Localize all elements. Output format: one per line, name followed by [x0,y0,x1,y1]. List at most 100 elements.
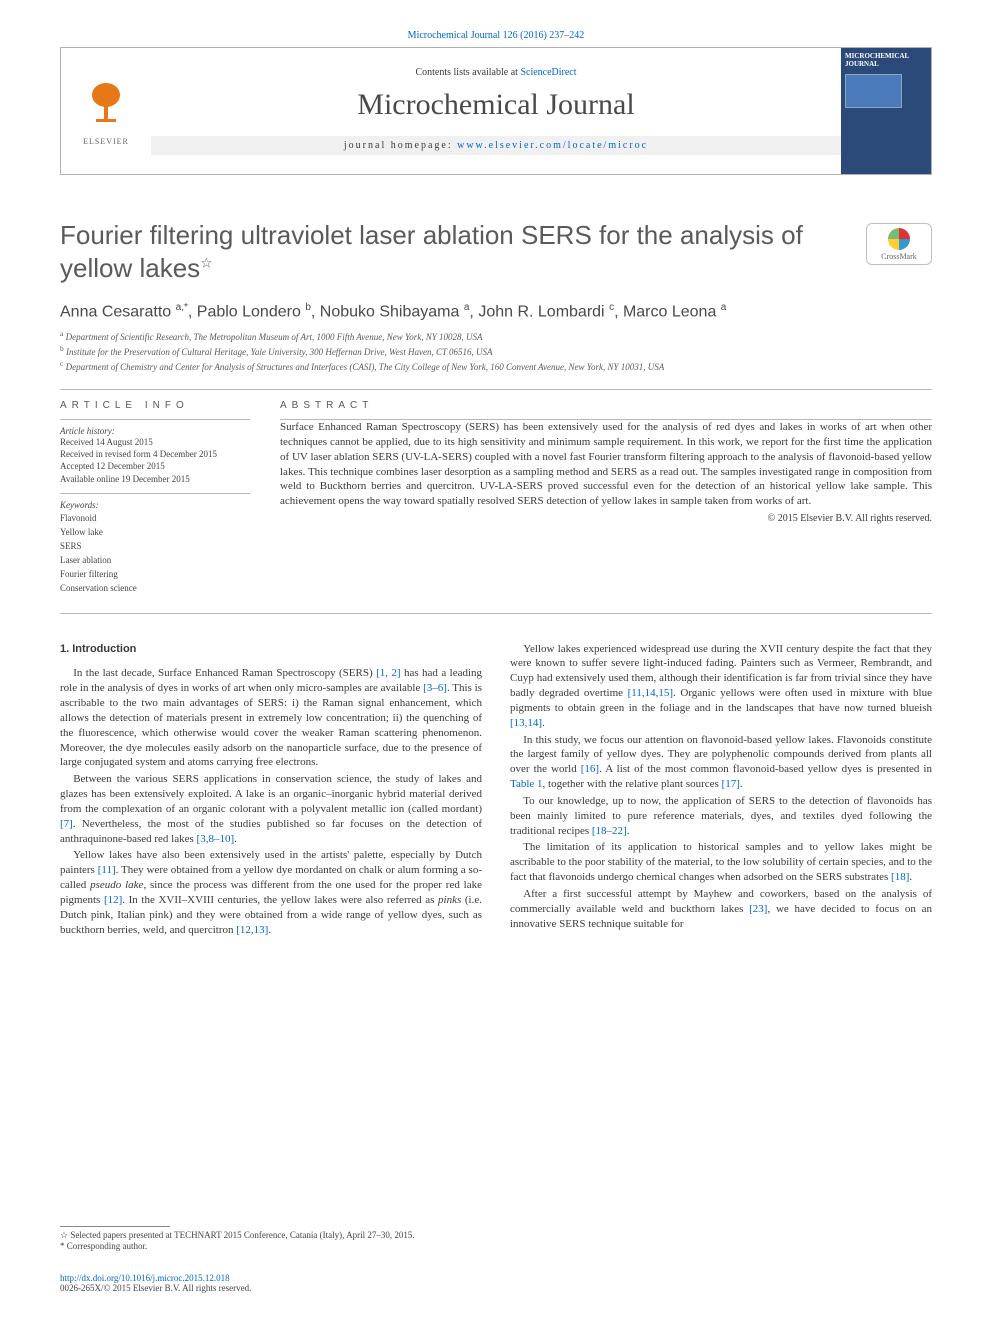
section-1-head: 1. Introduction [60,642,482,657]
contents-prefix: Contents lists available at [415,67,520,78]
affil-a: a Department of Scientific Research, The… [60,329,932,344]
para-3: Yellow lakes have also been extensively … [60,848,482,937]
abstract-head: ABSTRACT [280,400,932,411]
header-center: Contents lists available at ScienceDirec… [151,48,841,174]
affil-c-key: c [60,359,63,368]
kw-1: Yellow lake [60,526,250,538]
ref-23[interactable]: [23] [749,903,767,915]
para-4: Yellow lakes experienced widespread use … [510,642,932,731]
abstract-copyright: © 2015 Elsevier B.V. All rights reserved… [280,513,932,524]
footnote-corr: * Corresponding author. [60,1241,470,1253]
author-3-sup: c [609,302,614,313]
footnote-rule [60,1226,170,1227]
citation-link[interactable]: Microchemical Journal 126 (2016) 237–242 [408,30,585,41]
info-rule-2 [60,493,250,494]
ref-13-14[interactable]: [13,14] [510,717,542,729]
kw-0: Flavonoid [60,512,250,524]
affil-c: c Department of Chemistry and Center for… [60,359,932,374]
ref-1-2[interactable]: [1, 2] [376,667,401,679]
para-1: In the last decade, Surface Enhanced Ram… [60,666,482,770]
author-2: Nobuko Shibayama [320,303,460,320]
footnote-star: ☆ Selected papers presented at TECHNART … [60,1230,470,1242]
para-8: After a first successful attempt by Mayh… [510,887,932,932]
doi-link[interactable]: http://dx.doi.org/10.1016/j.microc.2015.… [60,1273,230,1283]
history-2: Accepted 12 December 2015 [60,460,250,472]
ref-18-22[interactable]: [18–22] [592,825,627,837]
contents-line: Contents lists available at ScienceDirec… [415,67,576,78]
info-rule-1 [60,419,250,420]
ref-12-13[interactable]: [12,13] [236,924,268,936]
cover-art-icon [845,74,902,108]
ref-17[interactable]: [17] [722,778,740,790]
affiliations: a Department of Scientific Research, The… [60,329,932,373]
footnotes: ☆ Selected papers presented at TECHNART … [60,1226,470,1253]
abstract-text: Surface Enhanced Raman Spectroscopy (SER… [280,420,932,509]
para-7: The limitation of its application to his… [510,840,932,885]
footer-ids: http://dx.doi.org/10.1016/j.microc.2015.… [60,1273,251,1293]
homepage-link[interactable]: www.elsevier.com/locate/microc [457,140,648,151]
cover-title: MICROCHEMICAL JOURNAL [845,52,927,68]
ref-7[interactable]: [7] [60,818,73,830]
ref-3-6[interactable]: [3–6] [423,682,447,694]
homepage-line: journal homepage: www.elsevier.com/locat… [151,136,841,155]
history-label: Article history: [60,426,250,436]
pseudo-lake-em: pseudo lake [90,879,143,891]
kw-3: Laser ablation [60,554,250,566]
author-2-sup: a [464,302,470,313]
ref-16[interactable]: [16] [581,763,599,775]
article-title: Fourier filtering ultraviolet laser abla… [60,219,846,284]
ref-11-14-15[interactable]: [11,14,15] [628,687,673,699]
affil-a-text: Department of Scientific Research, The M… [66,332,483,342]
title-text: Fourier filtering ultraviolet laser abla… [60,220,803,283]
affil-c-text: Department of Chemistry and Center for A… [66,362,665,372]
author-3: John R. Lombardi [478,303,604,320]
divider-bottom [60,613,932,614]
ref-12[interactable]: [12] [104,894,122,906]
author-0: Anna Cesaratto [60,303,171,320]
title-footnote-marker: ☆ [200,254,213,270]
crossmark-badge[interactable]: CrossMark [866,223,932,265]
ref-18[interactable]: [18] [891,871,909,883]
article-info-col: ARTICLE INFO Article history: Received 1… [60,400,250,594]
divider-top [60,389,932,390]
article-info-head: ARTICLE INFO [60,400,250,411]
crossmark-label: CrossMark [881,252,917,261]
affil-b-key: b [60,344,64,353]
elsevier-tree-icon [81,77,131,135]
para-6: To our knowledge, up to now, the applica… [510,794,932,839]
crossmark-circle-icon [888,228,910,250]
pinks-em: pinks [438,894,461,906]
author-0-sup: a,* [176,302,188,313]
history-1: Received in revised form 4 December 2015 [60,448,250,460]
journal-cover-thumb: MICROCHEMICAL JOURNAL [841,48,931,174]
affil-a-key: a [60,329,63,338]
body-columns: 1. Introduction In the last decade, Surf… [60,642,932,938]
history-0: Received 14 August 2015 [60,436,250,448]
kw-2: SERS [60,540,250,552]
issn-line: 0026-265X/© 2015 Elsevier B.V. All right… [60,1283,251,1293]
table-1-link[interactable]: Table 1 [510,778,543,790]
author-1: Pablo Londero [197,303,301,320]
journal-header-box: ELSEVIER Contents lists available at Sci… [60,47,932,175]
ref-3-8-10[interactable]: [3,8–10] [197,833,235,845]
ref-11[interactable]: [11] [98,864,116,876]
homepage-prefix: journal homepage: [344,140,457,151]
affil-b: b Institute for the Preservation of Cult… [60,344,932,359]
keywords-label: Keywords: [60,500,250,510]
author-1-sup: b [305,302,311,313]
author-4-sup: a [721,302,727,313]
elsevier-logo: ELSEVIER [61,48,151,174]
elsevier-wordmark: ELSEVIER [83,137,129,146]
authors-line: Anna Cesaratto a,*, Pablo Londero b, Nob… [60,302,932,321]
affil-b-text: Institute for the Preservation of Cultur… [66,347,493,357]
sciencedirect-link[interactable]: ScienceDirect [520,67,576,78]
para-5: In this study, we focus our attention on… [510,733,932,792]
journal-name: Microchemical Journal [357,88,634,122]
citation-line: Microchemical Journal 126 (2016) 237–242 [60,30,932,41]
para-2: Between the various SERS applications in… [60,772,482,846]
info-abstract-row: ARTICLE INFO Article history: Received 1… [60,400,932,594]
history-3: Available online 19 December 2015 [60,473,250,485]
kw-4: Fourier filtering [60,568,250,580]
abstract-col: ABSTRACT Surface Enhanced Raman Spectros… [280,400,932,594]
author-4: Marco Leona [623,303,716,320]
